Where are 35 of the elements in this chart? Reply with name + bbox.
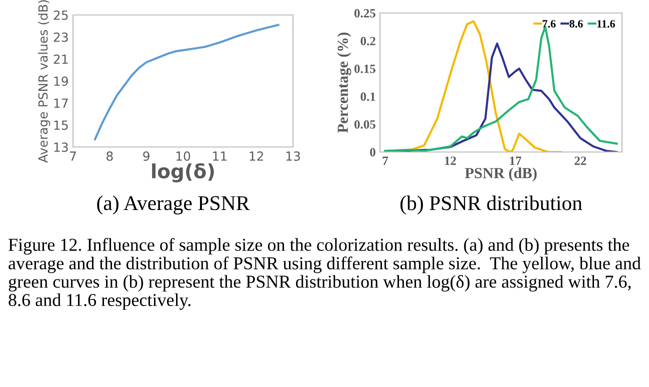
- y-tick-label: 13: [54, 142, 68, 152]
- legend-label: 11.6: [597, 20, 616, 28]
- y-tick-label: 15: [54, 120, 68, 130]
- y-tick-label: 0.1: [360, 92, 376, 101]
- y-axis-title: Percentage (%): [337, 32, 352, 133]
- line-series: [94, 24, 280, 140]
- x-tick-label: 9: [143, 151, 150, 161]
- x-axis-title: PSNR (dB): [464, 168, 537, 182]
- y-tick-label: 0.15: [354, 64, 376, 74]
- y-tick-label: 0.2: [360, 36, 376, 46]
- x-tick-label: 17: [510, 156, 522, 165]
- y-tick-label: 0.25: [354, 9, 376, 18]
- text: (a) Average PSNR: [97, 196, 250, 214]
- x-tick-label: 13: [286, 151, 300, 161]
- legend-label: 7.6: [542, 20, 556, 28]
- y-tick-label: 23: [54, 32, 68, 42]
- x-tick-label: 7: [382, 156, 388, 165]
- y-tick-label: 25: [54, 10, 68, 20]
- y-tick-label: 19: [54, 76, 68, 86]
- caption: Figure 12. Influence of sample size on the colorization results. (a) and (b) presents the average and the distribution of PSNR using different sample size. The yellow, blue and green curves in (b) represent the PSNR distribution when log(δ) are assigned with 7.6, 8.6 and 11.6 respectively.: [8, 238, 641, 310]
- y-tick-label: 0: [370, 148, 376, 156]
- x-tick-label: 12: [250, 151, 264, 161]
- y-tick-label: 17: [54, 98, 68, 108]
- y-axis-title: Average PSNR values (dB): [38, 0, 50, 163]
- x-tick-label: 12: [445, 156, 456, 165]
- y-tick-label: 21: [54, 54, 68, 64]
- x-axis-title: log(δ): [152, 163, 214, 182]
- text: (b) PSNR distribution: [400, 196, 582, 214]
- x-tick-label: 22: [574, 156, 586, 165]
- x-tick-label: 7: [70, 152, 76, 161]
- x-tick-label: 8: [106, 151, 113, 161]
- y-tick-label: 0.05: [354, 120, 376, 129]
- x-tick-label: 10: [176, 151, 190, 161]
- x-tick-label: 11: [213, 152, 226, 161]
- legend-label: 8.6: [570, 20, 583, 28]
